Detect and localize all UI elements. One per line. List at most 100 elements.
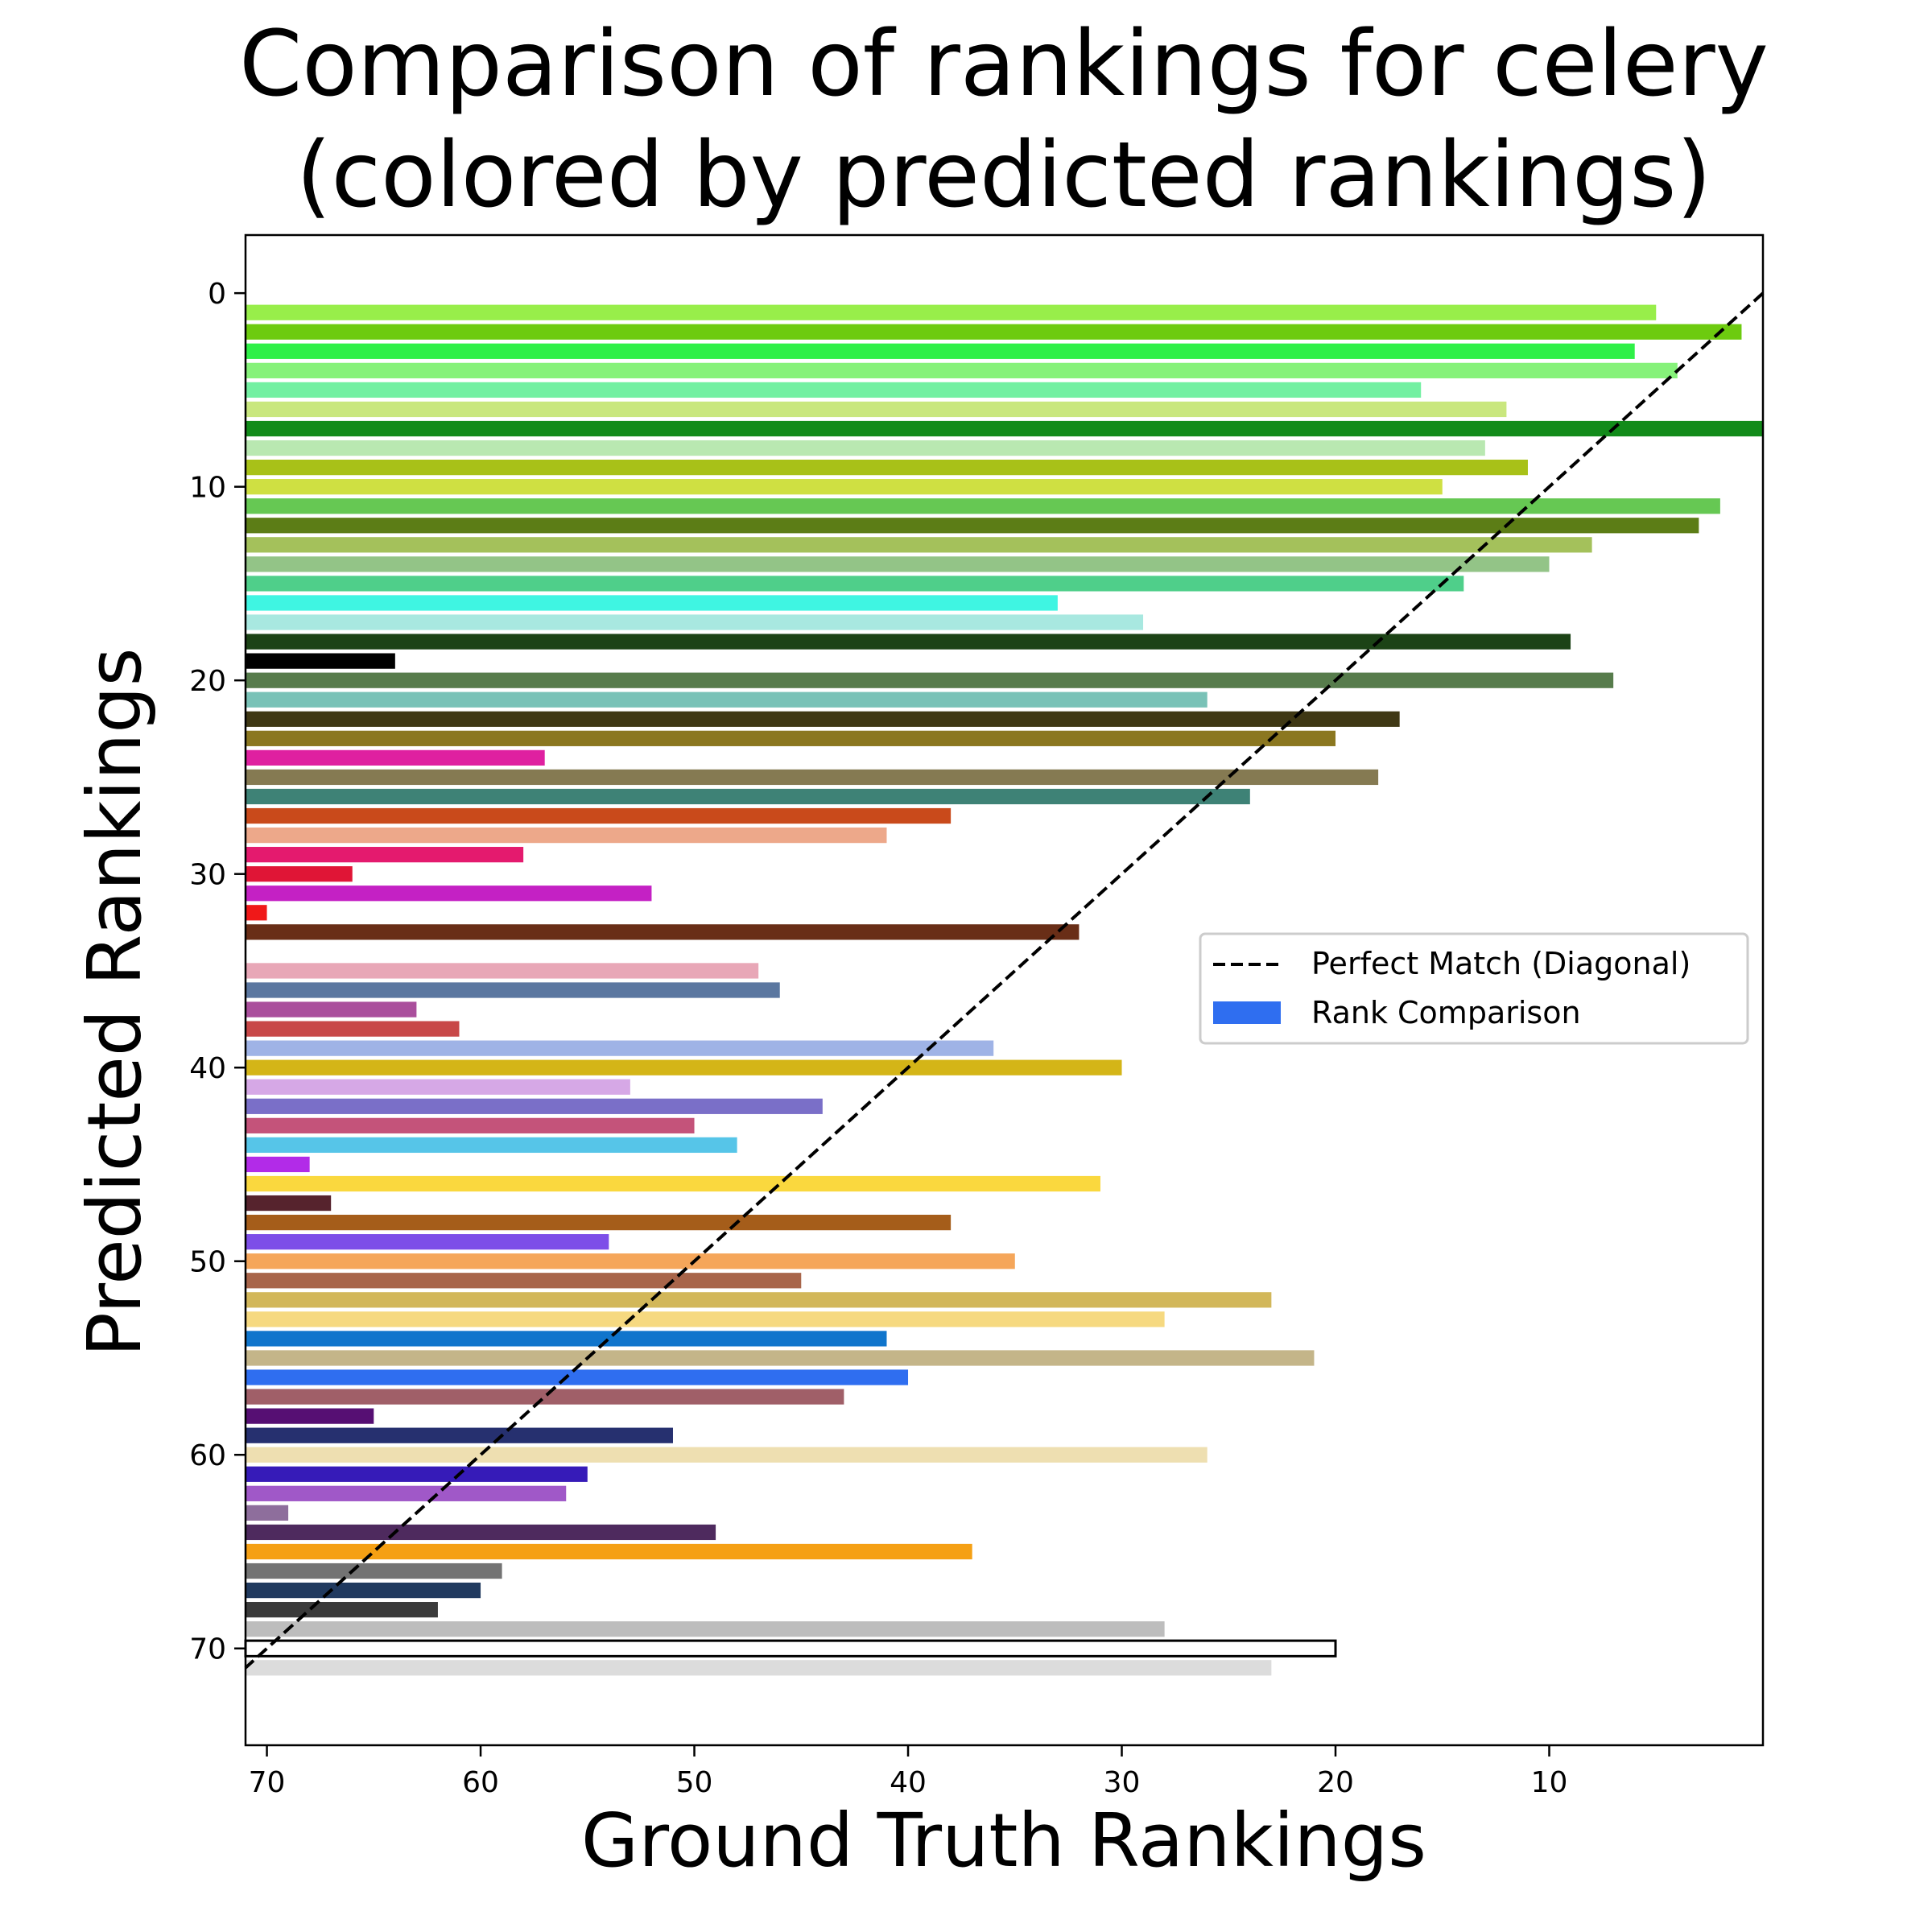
y-axis: 0 10 20 30 40 50 60 70 <box>189 278 246 1666</box>
x-tick-label-40: 40 <box>890 1766 927 1799</box>
bar-predicted-63 <box>246 1505 289 1521</box>
bar-predicted-23 <box>246 730 1336 746</box>
y-tick-label-0: 0 <box>208 278 226 311</box>
legend-patch-swatch <box>1213 1001 1281 1024</box>
legend: Perfect Match (Diagonal) Rank Comparison <box>1199 932 1749 1045</box>
bar-predicted-55 <box>246 1350 1315 1366</box>
bar-predicted-40 <box>246 1059 1122 1075</box>
bar-predicted-70 <box>244 1639 1337 1657</box>
bar-predicted-69 <box>246 1621 1165 1637</box>
bar-predicted-4 <box>246 362 1678 378</box>
bar-predicted-10 <box>246 479 1443 495</box>
bar-predicted-28 <box>246 827 887 844</box>
bar-predicted-25 <box>246 769 1379 786</box>
bar-predicted-8 <box>246 440 1485 456</box>
bar-predicted-58 <box>246 1408 374 1424</box>
y-tick-label-20: 20 <box>189 665 226 698</box>
bar-predicted-36 <box>246 982 780 998</box>
bar-predicted-56 <box>246 1369 909 1385</box>
bar-predicted-30 <box>246 866 353 882</box>
x-tick-label-20: 20 <box>1317 1766 1354 1799</box>
bar-predicted-38 <box>246 1021 460 1037</box>
bar-predicted-12 <box>246 518 1699 534</box>
y-tick-label-30: 30 <box>189 859 226 892</box>
bar-predicted-68 <box>246 1602 438 1618</box>
bar-predicted-49 <box>246 1234 609 1250</box>
x-axis-label: Ground Truth Rankings <box>581 1798 1426 1884</box>
bar-predicted-37 <box>246 1001 417 1018</box>
bar-predicted-19 <box>246 653 395 669</box>
bar-predicted-24 <box>246 749 545 766</box>
bar-predicted-33 <box>246 924 1080 940</box>
bar-predicted-48 <box>246 1214 952 1231</box>
chart-title-line-1: Comparison of rankings for celery <box>239 12 1769 117</box>
x-tick-label-30: 30 <box>1104 1766 1141 1799</box>
bar-series <box>244 304 1763 1676</box>
x-axis: 70 60 50 40 30 20 10 <box>249 1745 1568 1799</box>
bar-predicted-14 <box>246 556 1550 572</box>
bar-predicted-31 <box>246 886 652 902</box>
bar-predicted-11 <box>246 498 1720 514</box>
bar-predicted-41 <box>246 1079 630 1095</box>
bar-predicted-71 <box>246 1660 1272 1676</box>
bar-predicted-32 <box>246 905 267 921</box>
x-tick-label-50: 50 <box>676 1766 713 1799</box>
bar-predicted-29 <box>246 847 524 863</box>
bar-predicted-3 <box>246 343 1635 359</box>
bar-predicted-62 <box>246 1485 567 1501</box>
perfect-match-diagonal <box>244 291 1765 1670</box>
bar-predicted-35 <box>246 963 759 979</box>
bar-predicted-42 <box>246 1098 823 1114</box>
bar-predicted-44 <box>246 1137 737 1154</box>
bar-predicted-6 <box>246 401 1507 418</box>
bar-predicted-16 <box>246 595 1058 611</box>
bar-predicted-18 <box>246 634 1571 650</box>
bar-predicted-53 <box>246 1311 1165 1327</box>
bar-predicted-59 <box>246 1427 673 1443</box>
bar-predicted-22 <box>246 711 1400 727</box>
bar-predicted-51 <box>246 1273 802 1289</box>
y-tick-label-70: 70 <box>189 1633 226 1666</box>
plot-area-frame <box>244 233 1765 1747</box>
x-tick-label-60: 60 <box>462 1766 499 1799</box>
bar-predicted-5 <box>246 382 1422 398</box>
bar-predicted-60 <box>246 1447 1208 1463</box>
x-tick-label-70: 70 <box>249 1766 286 1799</box>
bar-predicted-52 <box>246 1292 1272 1308</box>
legend-label-perfect-match: Perfect Match (Diagonal) <box>1311 946 1690 981</box>
bar-predicted-27 <box>246 807 952 824</box>
y-tick-label-40: 40 <box>189 1052 226 1085</box>
bar-predicted-9 <box>246 459 1528 476</box>
legend-box <box>1199 932 1749 1045</box>
y-tick-label-50: 50 <box>189 1246 226 1279</box>
bar-predicted-2 <box>246 324 1742 340</box>
y-tick-label-10: 10 <box>189 472 226 505</box>
bar-predicted-17 <box>246 614 1144 630</box>
y-axis-label: Predicted Rankings <box>72 647 158 1356</box>
bar-predicted-64 <box>246 1524 716 1541</box>
bar-predicted-21 <box>246 691 1208 708</box>
bar-predicted-1 <box>246 304 1657 320</box>
bar-predicted-54 <box>246 1331 887 1347</box>
bar-predicted-43 <box>246 1117 695 1133</box>
bar-predicted-26 <box>246 788 1250 805</box>
bar-predicted-13 <box>246 537 1592 553</box>
bar-predicted-15 <box>246 576 1464 592</box>
bar-predicted-45 <box>246 1156 310 1173</box>
bar-predicted-7 <box>246 420 1763 437</box>
y-tick-label-60: 60 <box>189 1439 226 1472</box>
chart-title-line-2: (colored by predicted rankings) <box>296 123 1711 228</box>
bar-predicted-57 <box>246 1389 844 1405</box>
bar-predicted-46 <box>246 1175 1100 1192</box>
bar-predicted-67 <box>246 1582 481 1599</box>
bar-predicted-39 <box>246 1040 994 1056</box>
bar-predicted-66 <box>246 1563 502 1579</box>
bar-predicted-50 <box>246 1253 1015 1269</box>
bar-predicted-20 <box>246 672 1614 688</box>
bar-predicted-61 <box>246 1466 588 1482</box>
bar-predicted-65 <box>246 1543 972 1560</box>
bar-predicted-47 <box>246 1195 332 1212</box>
legend-label-rank-comparison: Rank Comparison <box>1311 995 1581 1030</box>
x-tick-label-10: 10 <box>1531 1766 1568 1799</box>
